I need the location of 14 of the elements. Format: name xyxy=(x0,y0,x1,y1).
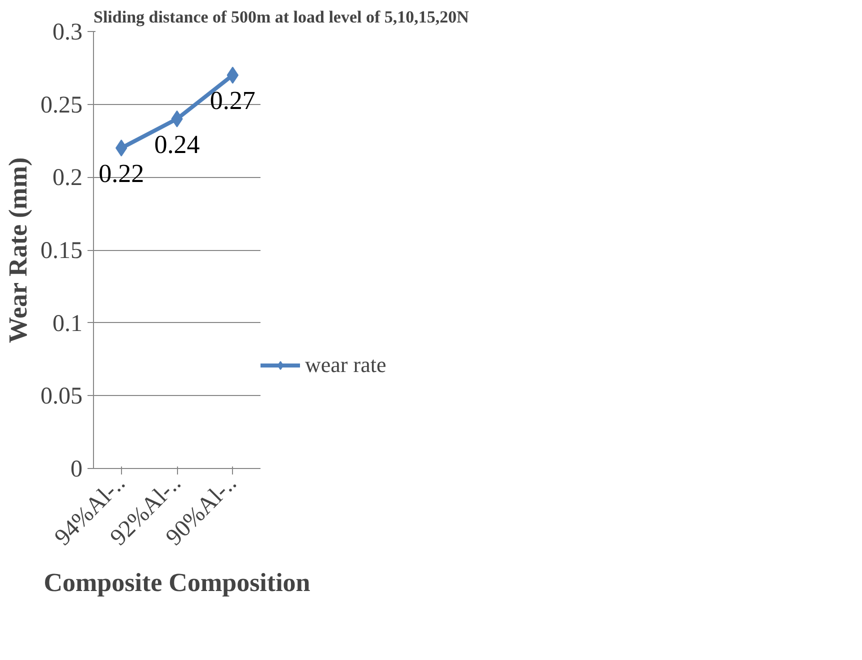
y-tick-label: 0.1 xyxy=(52,310,82,337)
y-tick-label: 0.2 xyxy=(52,165,82,192)
legend-label: wear rate xyxy=(305,352,386,378)
y-tick-label: 0.3 xyxy=(52,20,82,46)
y-axis-title: Wear Rate (mm) xyxy=(4,157,32,344)
y-tick-label: 0 xyxy=(70,456,82,482)
y-tick-label: 0.15 xyxy=(40,238,82,264)
y-tick-label: 0.05 xyxy=(40,384,82,410)
data-label: 0.27 xyxy=(210,86,256,116)
data-label: 0.24 xyxy=(154,130,200,159)
data-label: 0.22 xyxy=(98,159,144,188)
x-axis-title: Composite Composition xyxy=(44,568,311,598)
chart-title: Sliding distance of 500m at load level of 5,10,15,20N xyxy=(94,8,470,26)
y-tick-label: 0.25 xyxy=(40,92,82,118)
